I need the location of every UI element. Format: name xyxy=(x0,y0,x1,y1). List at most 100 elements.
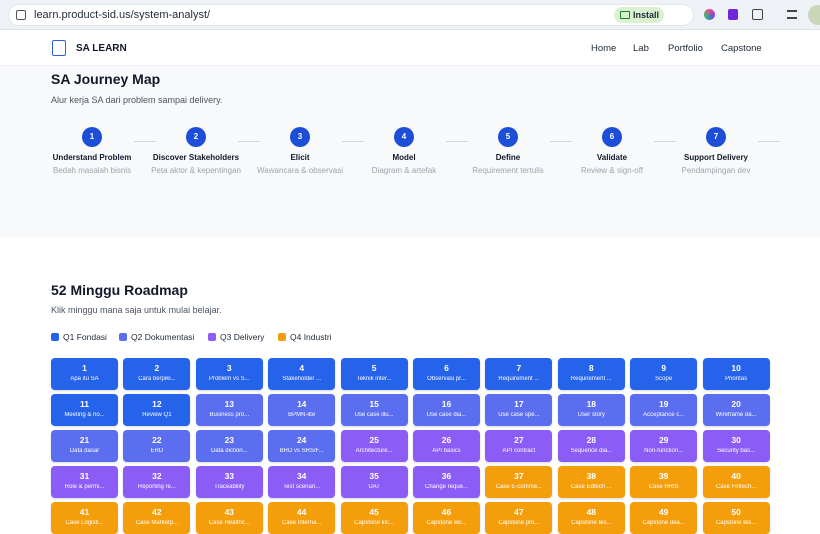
nav-link[interactable]: Lab xyxy=(633,43,649,54)
week-label: Capstone tes... xyxy=(715,520,757,526)
week-tile[interactable]: 16 Use case dia... xyxy=(413,394,480,426)
week-tile[interactable]: 45 Capstone kic... xyxy=(340,502,408,534)
week-tile[interactable]: 19 Acceptance c... xyxy=(630,394,698,426)
site-icon[interactable] xyxy=(16,10,26,20)
week-tile[interactable]: 49 Capstone dea... xyxy=(630,502,698,534)
week-label: API basics xyxy=(432,448,461,454)
week-label: Business pro... xyxy=(209,412,250,418)
week-tile[interactable]: 39 Case HRIS xyxy=(630,466,698,498)
journey-step: 5 Define Requirement tertulis xyxy=(460,127,556,176)
week-label: Acceptance c... xyxy=(643,412,685,418)
legend-swatch xyxy=(278,333,286,341)
menu-icon[interactable] xyxy=(787,10,797,19)
week-number: 19 xyxy=(658,399,669,409)
week-tile[interactable]: 42 Case Marketp... xyxy=(123,502,191,534)
nav-link[interactable]: Capstone xyxy=(721,43,762,54)
week-tile[interactable]: 30 Security bas... xyxy=(702,430,770,462)
week-label: Apa itu SA xyxy=(70,376,99,382)
week-tile[interactable]: 27 API contract xyxy=(485,430,553,462)
week-tile[interactable]: 29 Non-function... xyxy=(630,430,698,462)
week-tile[interactable]: 9 Scope xyxy=(630,358,698,390)
week-tile[interactable]: 1 Apa itu SA xyxy=(51,358,118,390)
week-tile[interactable]: 5 Teknik inter... xyxy=(340,358,408,390)
week-tile[interactable]: 44 Case Interna... xyxy=(268,502,336,534)
week-tile[interactable]: 23 Data diction... xyxy=(195,430,263,462)
week-tile[interactable]: 22 ERD xyxy=(123,430,191,462)
nav-link[interactable]: Portfolio xyxy=(668,43,703,54)
week-tile[interactable]: 3 Problem vs S... xyxy=(195,358,263,390)
week-tile[interactable]: 28 Sequence dia... xyxy=(557,430,625,462)
week-label: Case Interna... xyxy=(282,520,322,526)
week-tile[interactable]: 46 Capstone wo... xyxy=(413,502,480,534)
step-number: 3 xyxy=(290,127,310,147)
step-number: 7 xyxy=(706,127,726,147)
address-bar[interactable] xyxy=(8,4,694,26)
step-title: Discover Stakeholders xyxy=(152,153,240,162)
week-number: 34 xyxy=(296,471,307,481)
week-label: Role & permi... xyxy=(64,484,105,490)
logo[interactable] xyxy=(52,40,66,56)
week-tile[interactable]: 48 Capstone tes... xyxy=(557,502,625,534)
week-tile[interactable]: 38 Case Edtech ... xyxy=(557,466,625,498)
extension-icon[interactable] xyxy=(728,9,738,20)
step-desc: Diagram & artefak xyxy=(371,166,437,175)
week-label: Prioritas xyxy=(725,376,748,382)
week-label: Stakeholder ... xyxy=(282,376,322,382)
week-tile[interactable]: 40 Case Fintech... xyxy=(702,466,770,498)
week-tile[interactable]: 8 Requirement ... xyxy=(557,358,625,390)
week-label: Meeting & no... xyxy=(64,412,105,418)
week-tile[interactable]: 33 Traceability xyxy=(195,466,263,498)
week-tile[interactable]: 25 Architecture... xyxy=(340,430,408,462)
week-tile[interactable]: 11 Meeting & no... xyxy=(51,394,118,426)
week-tile[interactable]: 15 Use case illu... xyxy=(340,394,408,426)
week-tile[interactable]: 18 User story xyxy=(557,394,625,426)
week-tile[interactable]: 21 Data dasar xyxy=(51,430,118,462)
week-tile[interactable]: 32 Reporting re... xyxy=(123,466,191,498)
week-tile[interactable]: 50 Capstone tes... xyxy=(702,502,770,534)
week-tile[interactable]: 24 BRD vs SRS/F... xyxy=(268,430,336,462)
week-tile[interactable]: 26 API basics xyxy=(413,430,480,462)
week-tile[interactable]: 35 UAT xyxy=(340,466,408,498)
profile-avatar[interactable] xyxy=(808,5,820,25)
week-label: Requirement ... xyxy=(570,376,612,382)
week-tile[interactable]: 6 Observasi pr... xyxy=(413,358,480,390)
week-number: 20 xyxy=(731,399,741,409)
extensions-button[interactable] xyxy=(752,9,763,20)
week-number: 8 xyxy=(588,363,594,373)
nav-link[interactable]: Home xyxy=(591,43,617,54)
week-tile[interactable]: 31 Role & permi... xyxy=(51,466,118,498)
week-tile[interactable]: 43 Case Healthc... xyxy=(195,502,263,534)
week-tile[interactable]: 20 Wireframe da... xyxy=(702,394,770,426)
journey-step: 7 Support Delivery Pendampingan dev xyxy=(668,127,764,176)
week-label: Capstone tes... xyxy=(571,520,612,526)
week-tile[interactable]: 4 Stakeholder ... xyxy=(268,358,336,390)
week-tile[interactable]: 10 Prioritas xyxy=(702,358,770,390)
week-tile[interactable]: 2 Cara berpiki... xyxy=(123,358,191,390)
week-number: 31 xyxy=(79,471,90,481)
week-tile[interactable]: 13 Business pro... xyxy=(195,394,263,426)
week-tile[interactable]: 12 Review Q1 xyxy=(123,394,191,426)
week-label: Reporting re... xyxy=(137,484,176,490)
week-tile[interactable]: 47 Capstone pro... xyxy=(485,502,553,534)
week-number: 14 xyxy=(296,399,307,409)
brand[interactable]: SA LEARN xyxy=(76,43,127,54)
legend-swatch xyxy=(119,333,127,341)
week-label: Non-function... xyxy=(644,448,684,454)
week-number: 44 xyxy=(296,507,307,517)
week-tile[interactable]: 7 Requirement ... xyxy=(485,358,553,390)
week-tile[interactable]: 36 Change reque... xyxy=(413,466,480,498)
week-tile[interactable]: 34 Test scenari... xyxy=(268,466,336,498)
week-tile[interactable]: 41 Case Logisti... xyxy=(51,502,118,534)
extension-icon[interactable] xyxy=(704,9,715,20)
week-tile[interactable]: 14 BPMN-lite xyxy=(268,394,336,426)
week-label: Data dasar xyxy=(69,448,100,454)
journey-step: 2 Discover Stakeholders Peta aktor & kepen… xyxy=(148,127,244,176)
week-label: Teknik inter... xyxy=(356,376,392,382)
week-number: 24 xyxy=(296,435,307,445)
url[interactable]: learn.product-sid.us/system-analyst/ xyxy=(34,9,211,21)
install-icon xyxy=(620,11,630,19)
week-tile[interactable]: 17 Use case spe... xyxy=(485,394,553,426)
journey-section xyxy=(0,66,820,238)
week-tile[interactable]: 37 Case E-comme... xyxy=(485,466,553,498)
week-number: 3 xyxy=(226,363,232,373)
